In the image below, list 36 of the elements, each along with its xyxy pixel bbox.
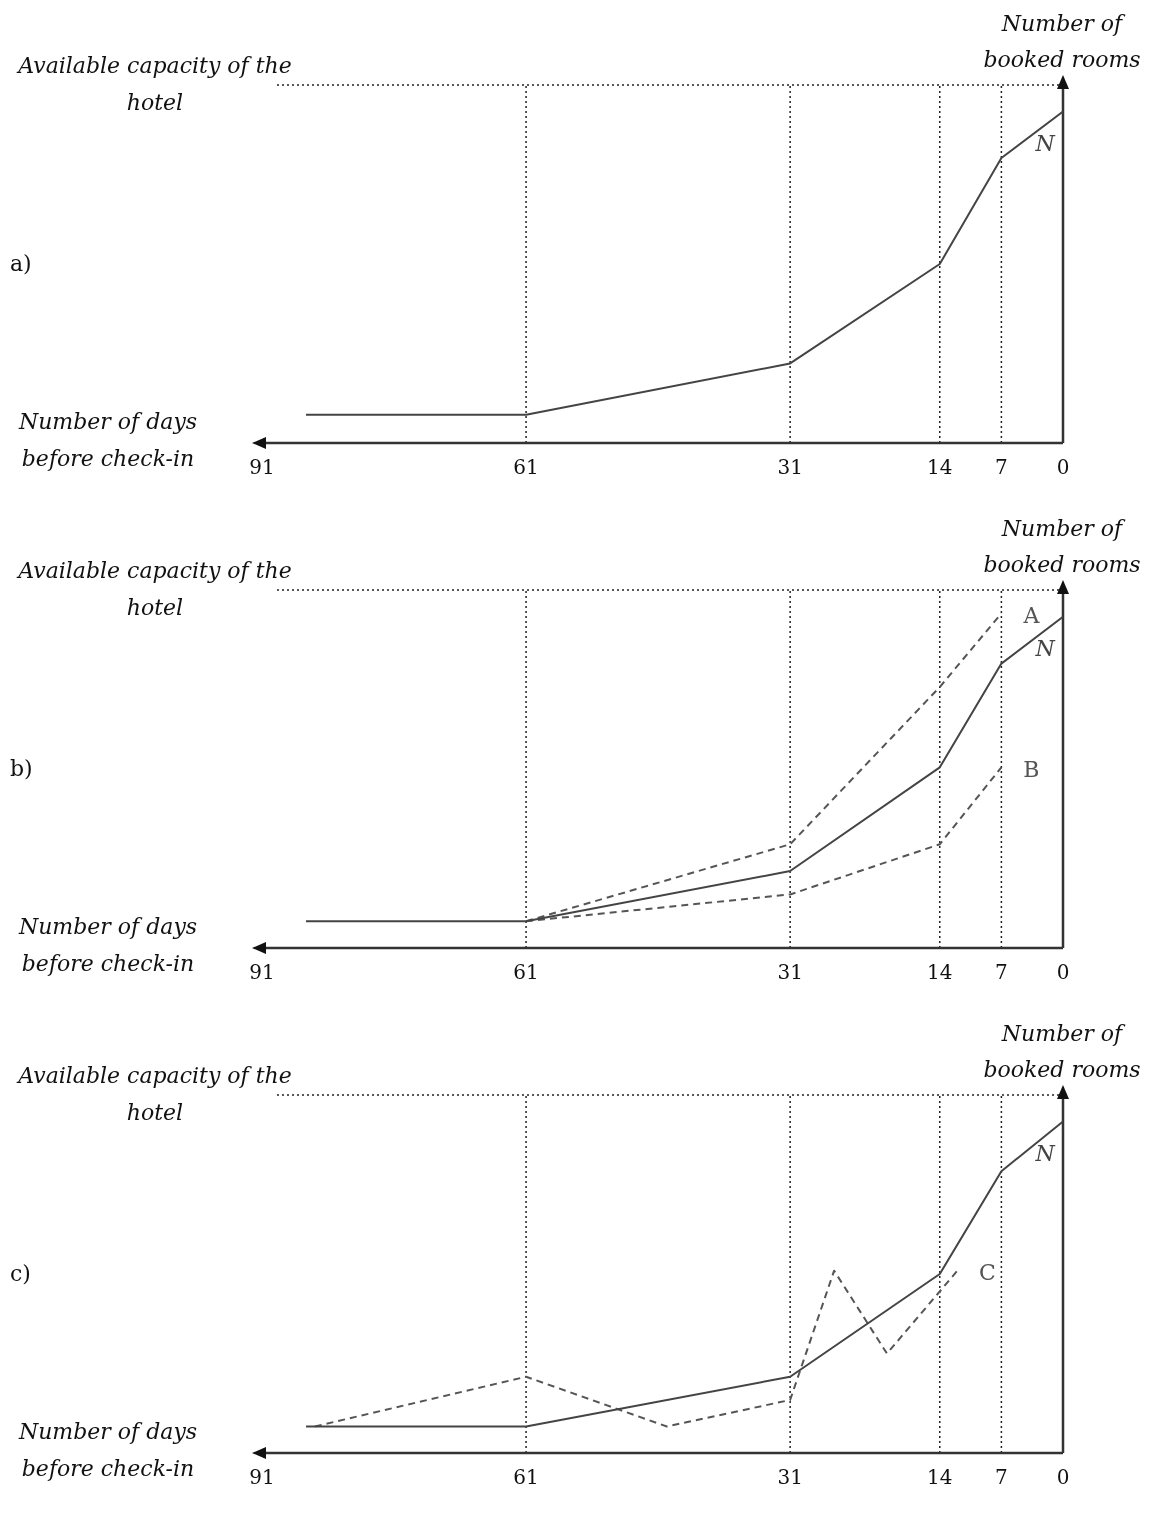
x-tick-label: 61 <box>513 455 539 480</box>
y-axis-title: Number of booked rooms <box>983 1020 1141 1082</box>
ref-line-label: Available capacity of the hotel <box>16 1062 292 1125</box>
x-tick-label: 14 <box>927 960 953 985</box>
text: a) <box>10 251 32 276</box>
x-tick-label: 7 <box>995 1465 1008 1490</box>
x-tick-label: 31 <box>777 1465 803 1490</box>
series-label: C <box>978 1260 996 1286</box>
x-axis-title: Number of days before check-in <box>17 408 198 471</box>
x-tick-label: 7 <box>995 960 1008 985</box>
series-label: A <box>1022 603 1041 629</box>
series-label: N <box>1034 1141 1056 1167</box>
ref-line-label: Available capacity of the hotel <box>16 52 292 115</box>
x-tick-label: 7 <box>995 455 1008 480</box>
x-tick-label: 91 <box>249 960 275 985</box>
x-tick-label: 0 <box>1056 455 1070 480</box>
x-tick-label: 61 <box>513 960 539 985</box>
x-axis-title: Number of days before check-in <box>17 1418 198 1481</box>
x-tick-label: 14 <box>927 1465 953 1490</box>
text: b) <box>10 756 33 781</box>
x-tick-label: 0 <box>1056 960 1070 985</box>
x-tick-label: 91 <box>249 1465 275 1490</box>
y-axis-title: Number of booked rooms <box>983 10 1141 72</box>
y-axis-title: Number of booked rooms <box>983 515 1141 577</box>
x-tick-label: 91 <box>249 455 275 480</box>
x-tick-label: 31 <box>777 455 803 480</box>
text: c) <box>10 1261 31 1286</box>
series-label: B <box>1023 757 1040 783</box>
ref-line-label: Available capacity of the hotel <box>16 557 292 620</box>
series-label: N <box>1034 131 1056 157</box>
x-tick-label: 61 <box>513 1465 539 1490</box>
series-label: N <box>1034 636 1056 662</box>
x-tick-label: 31 <box>777 960 803 985</box>
x-tick-label: 0 <box>1056 1465 1070 1490</box>
x-tick-label: 14 <box>927 455 953 480</box>
x-axis-title: Number of days before check-in <box>17 913 198 976</box>
